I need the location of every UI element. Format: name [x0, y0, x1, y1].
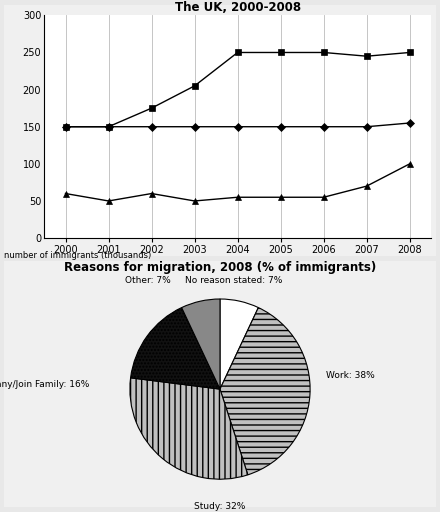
Title: Intended length of stay of immigrants to
The UK, 2000-2008: Intended length of stay of immigrants to…	[103, 0, 373, 14]
Wedge shape	[220, 308, 310, 475]
4 or more years	[407, 120, 412, 126]
up to 2 years	[235, 50, 240, 56]
Text: Work: 38%: Work: 38%	[326, 371, 375, 380]
Text: Other: 7%: Other: 7%	[125, 276, 170, 286]
Title: Reasons for migration, 2008 (% of immigrants): Reasons for migration, 2008 (% of immigr…	[64, 261, 376, 274]
Text: Accompany/Join Family: 16%: Accompany/Join Family: 16%	[0, 380, 89, 389]
up to 2 years	[278, 50, 283, 56]
Text: Study: 32%: Study: 32%	[194, 502, 246, 511]
Wedge shape	[220, 299, 258, 389]
2 to 4 years	[407, 161, 412, 167]
Text: number of immigrants (thousands): number of immigrants (thousands)	[4, 251, 152, 260]
up to 2 years	[63, 124, 68, 130]
2 to 4 years	[192, 198, 197, 204]
Line: 4 or more years: 4 or more years	[62, 120, 413, 130]
up to 2 years	[106, 124, 111, 130]
up to 2 years	[364, 53, 369, 59]
4 or more years	[321, 124, 326, 130]
4 or more years	[278, 124, 283, 130]
2 to 4 years	[235, 194, 240, 200]
Text: No reason stated: 7%: No reason stated: 7%	[185, 276, 282, 286]
2 to 4 years	[149, 190, 154, 197]
4 or more years	[192, 124, 197, 130]
2 to 4 years	[278, 194, 283, 200]
2 to 4 years	[63, 190, 68, 197]
4 or more years	[364, 124, 369, 130]
4 or more years	[106, 124, 111, 130]
2 to 4 years	[106, 198, 111, 204]
4 or more years	[63, 124, 68, 130]
4 or more years	[149, 124, 154, 130]
Wedge shape	[130, 378, 248, 479]
2 to 4 years	[364, 183, 369, 189]
up to 2 years	[149, 105, 154, 111]
up to 2 years	[407, 50, 412, 56]
2 to 4 years	[321, 194, 326, 200]
up to 2 years	[192, 83, 197, 89]
Wedge shape	[131, 308, 220, 389]
Line: up to 2 years: up to 2 years	[62, 49, 413, 130]
up to 2 years	[321, 50, 326, 56]
4 or more years	[235, 124, 240, 130]
Wedge shape	[182, 299, 220, 389]
Line: 2 to 4 years: 2 to 4 years	[62, 161, 413, 204]
